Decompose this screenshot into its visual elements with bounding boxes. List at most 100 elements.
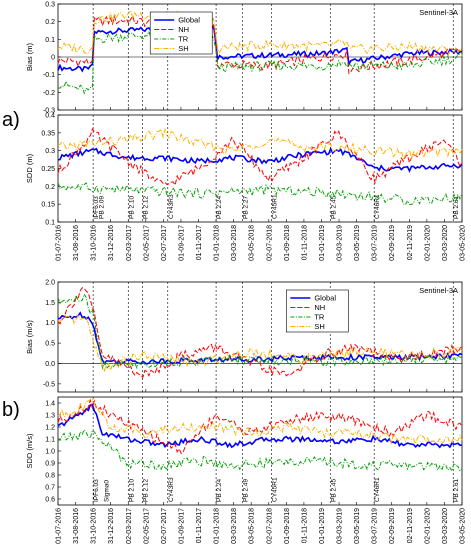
x-tick-label: 01-09-2018: [284, 225, 291, 261]
event-annotation: IPF6.03: [93, 479, 100, 502]
x-tick-label: 02-03-2017: [126, 508, 133, 544]
x-tick-label: 02-03-2017: [126, 225, 133, 261]
event-annotation: PB 2.24: [216, 478, 223, 502]
x-tick-label: 03-05-2020: [460, 225, 467, 261]
y-tick-label: 0.3: [45, 148, 55, 155]
y-tick-label: 0.7: [45, 485, 55, 492]
event-annotation: PB 2.12: [142, 195, 149, 219]
x-tick-label: 01-07-2016: [56, 225, 63, 261]
x-tick-label: 02-01-2020: [424, 225, 431, 261]
chart-panel-4: 0.6 0.7 0.8 0.9 1.0 1.1 1.2 1.3 1.4 SDD (m/s) 01-0…: [25, 396, 467, 544]
x-tick-label: 01-07-2016: [56, 508, 63, 544]
legend-entry: SH: [314, 322, 324, 331]
series-line-global: [57, 147, 463, 173]
legend-entry: TR: [178, 35, 189, 44]
x-tick-label: 02-05-2017: [143, 508, 150, 544]
x-tick-label: 03-03-2020: [442, 508, 449, 544]
series-line-nh: [57, 398, 463, 455]
y-tick-label: -0.2: [43, 90, 55, 97]
series-line-nh: [57, 127, 463, 187]
y-tick-label: 1.0: [45, 449, 55, 456]
panel-label-b: b): [2, 399, 20, 421]
x-tick-label: 01-01-2019: [319, 508, 326, 544]
x-tick-label: 31-12-2016: [108, 508, 115, 544]
y-tick-label: 0.6: [45, 497, 55, 504]
y-tick-label: 0.15: [41, 202, 55, 209]
event-annotation: CY43R3: [168, 194, 175, 219]
y-tick-label: 0.25: [41, 166, 55, 173]
y-tick-label: 1.0: [45, 320, 55, 327]
y-tick-label: 1.2: [45, 425, 55, 432]
plot-frame: [57, 396, 463, 506]
x-tick-label: 31-12-2016: [108, 225, 115, 261]
series-line-tr: [57, 182, 463, 206]
x-tick-label: 01-01-2018: [214, 508, 221, 544]
x-tick-label: 01-11-2017: [196, 508, 203, 543]
event-annotation: CY45R1: [271, 194, 278, 219]
y-tick-label: 0.1: [45, 37, 55, 44]
x-tick-label: 02-07-2017: [161, 508, 168, 544]
x-tick-label: 02-07-2018: [266, 508, 273, 544]
x-tick-label: 01-01-2019: [319, 225, 326, 261]
y-tick-label: 0.35: [41, 130, 55, 137]
y-tick-label: -0.5: [43, 381, 55, 388]
mission-label: Sentinel-3A: [419, 286, 458, 295]
y-tick-label: 0.3: [45, 2, 55, 9]
legend-entry: NH: [314, 303, 325, 312]
x-tick-label: 01-11-2017: [196, 225, 203, 260]
x-tick-label: 02-05-2017: [143, 225, 150, 261]
event-annotation: PB 2.12: [142, 478, 149, 502]
y-tick-label: -0.3: [43, 108, 55, 115]
x-tick-label: 03-03-2018: [231, 225, 238, 261]
y-tick-label: 0.8: [45, 473, 55, 480]
x-tick-label: 31-08-2016: [73, 225, 80, 261]
y-tick-label: 0.1: [45, 220, 55, 227]
event-annotation: PB 2.49: [242, 478, 249, 502]
x-tick-label: 03-03-2020: [442, 225, 449, 261]
chart-panel-3: -0.5 0.0 0.5 1.0 1.5 2.0 Bias (m/s) Sentinel-3A…: [25, 280, 463, 393]
x-tick-label: 03-05-2020: [460, 508, 467, 544]
series-line-tr: [57, 428, 463, 473]
event-annotation: CY45R1: [271, 477, 278, 502]
x-tick-label: 03-03-2019: [337, 225, 344, 261]
x-tick-label: 03-05-2019: [354, 508, 361, 544]
y-tick-label: 0.2: [45, 184, 55, 191]
event-annotation: CY43R3: [168, 477, 175, 502]
y-tick-label: 0.0: [45, 361, 55, 368]
x-tick-label: 31-08-2016: [73, 508, 80, 544]
series-line-global: [57, 403, 463, 449]
event-annotation: PB 2.10: [128, 195, 135, 219]
x-tick-label: 02-01-2020: [424, 508, 431, 544]
event-annotation: PB 2.61: [453, 478, 460, 502]
y-axis-label: SDD (m): [25, 153, 34, 183]
y-tick-label: 1.1: [45, 437, 55, 444]
x-tick-label: 03-07-2019: [372, 508, 379, 544]
x-tick-label: 01-09-2018: [284, 508, 291, 544]
x-tick-label: 02-09-2019: [389, 508, 396, 544]
x-tick-label: 02-07-2017: [161, 225, 168, 261]
series-line-global: [57, 23, 463, 73]
y-tick-label: -0.1: [43, 72, 55, 79]
event-annotation: PB 2.45: [330, 195, 337, 219]
series-line-sh: [57, 314, 463, 373]
y-axis-label: Bias (m/s): [25, 320, 34, 354]
series-line-sh: [57, 127, 463, 160]
x-tick-label: 01-11-2018: [301, 508, 308, 543]
legend-box: [286, 289, 349, 333]
legend-entry: TR: [314, 313, 325, 322]
series-line-nh: [57, 14, 463, 75]
legend-entry: Global: [314, 294, 336, 303]
chart-panel-1: -0.3 -0.2 -0.1 0 0.1 0.2 0.3 Bias (m) Sentinel-3…: [25, 2, 463, 115]
series-line-nh: [57, 287, 463, 379]
x-tick-label: 02-11-2019: [407, 508, 414, 543]
event-annotation: IPF6.03: [93, 196, 100, 219]
x-tick-label: 03-05-2019: [354, 225, 361, 261]
y-tick-label: 2.0: [45, 280, 55, 287]
plot-frame: [57, 281, 463, 393]
y-tick-label: 0.2: [45, 19, 55, 26]
event-annotation: PB 2.27: [242, 195, 249, 219]
x-tick-label: 31-10-2016: [91, 508, 98, 544]
